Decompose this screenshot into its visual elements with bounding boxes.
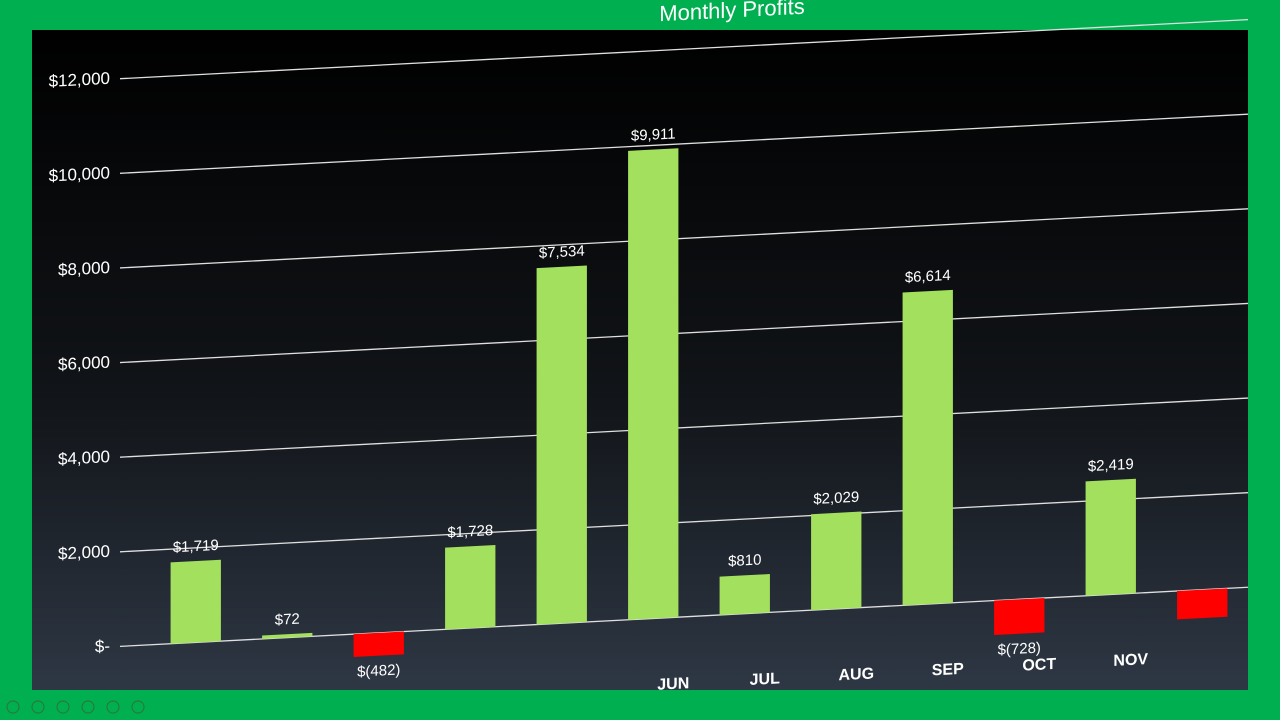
x-tick-label: JUL — [750, 670, 780, 689]
bar — [536, 265, 587, 625]
value-label: $810 — [728, 551, 761, 570]
x-tick-label: NOV — [1113, 651, 1148, 670]
y-tick-label: $6,000 — [58, 353, 110, 375]
x-tick-label: AUG — [838, 665, 874, 684]
toolbar-button[interactable] — [31, 700, 45, 714]
value-label: $6,614 — [905, 267, 951, 286]
chart-title: Monthly Profits — [659, 0, 804, 26]
x-tick-label: OCT — [1022, 656, 1056, 675]
value-label: $(728) — [998, 640, 1041, 659]
toolbar-button[interactable] — [106, 700, 120, 714]
grid-line — [120, 302, 1248, 364]
bar — [719, 574, 770, 615]
y-tick-label: $4,000 — [58, 447, 110, 469]
grid-line — [120, 586, 1248, 648]
y-tick-label: $8,000 — [58, 258, 110, 280]
value-label: $(482) — [357, 661, 400, 680]
bar — [811, 511, 862, 611]
bar — [1085, 478, 1136, 596]
y-tick-label: $10,000 — [49, 163, 110, 185]
toolbar-button[interactable] — [131, 700, 145, 714]
value-label: $1,719 — [173, 537, 219, 556]
toolbar-button[interactable] — [56, 700, 70, 714]
grid-line — [120, 492, 1248, 553]
value-label: $72 — [275, 611, 300, 629]
toolbar — [6, 700, 145, 714]
toolbar-button[interactable] — [81, 700, 95, 714]
bar — [353, 631, 404, 657]
plot: Monthly Profits $- $2,000 $4,000 $6,000 $8,0… — [49, 0, 1248, 694]
bar — [902, 289, 953, 606]
bar — [994, 597, 1045, 636]
grid-line — [120, 208, 1248, 269]
value-label: $2,029 — [813, 489, 859, 508]
x-tick-label: SEP — [932, 661, 964, 680]
grid-line — [120, 18, 1248, 80]
value-label: $2,419 — [1088, 456, 1134, 475]
y-tick-label: $2,000 — [58, 542, 110, 564]
grid-line — [120, 113, 1248, 174]
y-tick-label: $- — [95, 636, 110, 656]
grid-line — [120, 397, 1248, 458]
value-label: $1,728 — [447, 522, 493, 541]
x-tick-label: JUN — [657, 675, 689, 694]
bar — [262, 632, 313, 639]
bar — [445, 544, 496, 630]
value-label: $9,911 — [631, 125, 676, 144]
bar — [628, 148, 679, 620]
bar — [170, 559, 221, 644]
y-tick-label: $12,000 — [49, 69, 110, 91]
value-label: $7,534 — [539, 243, 585, 262]
toolbar-button[interactable] — [6, 700, 20, 714]
bar — [1177, 588, 1228, 620]
